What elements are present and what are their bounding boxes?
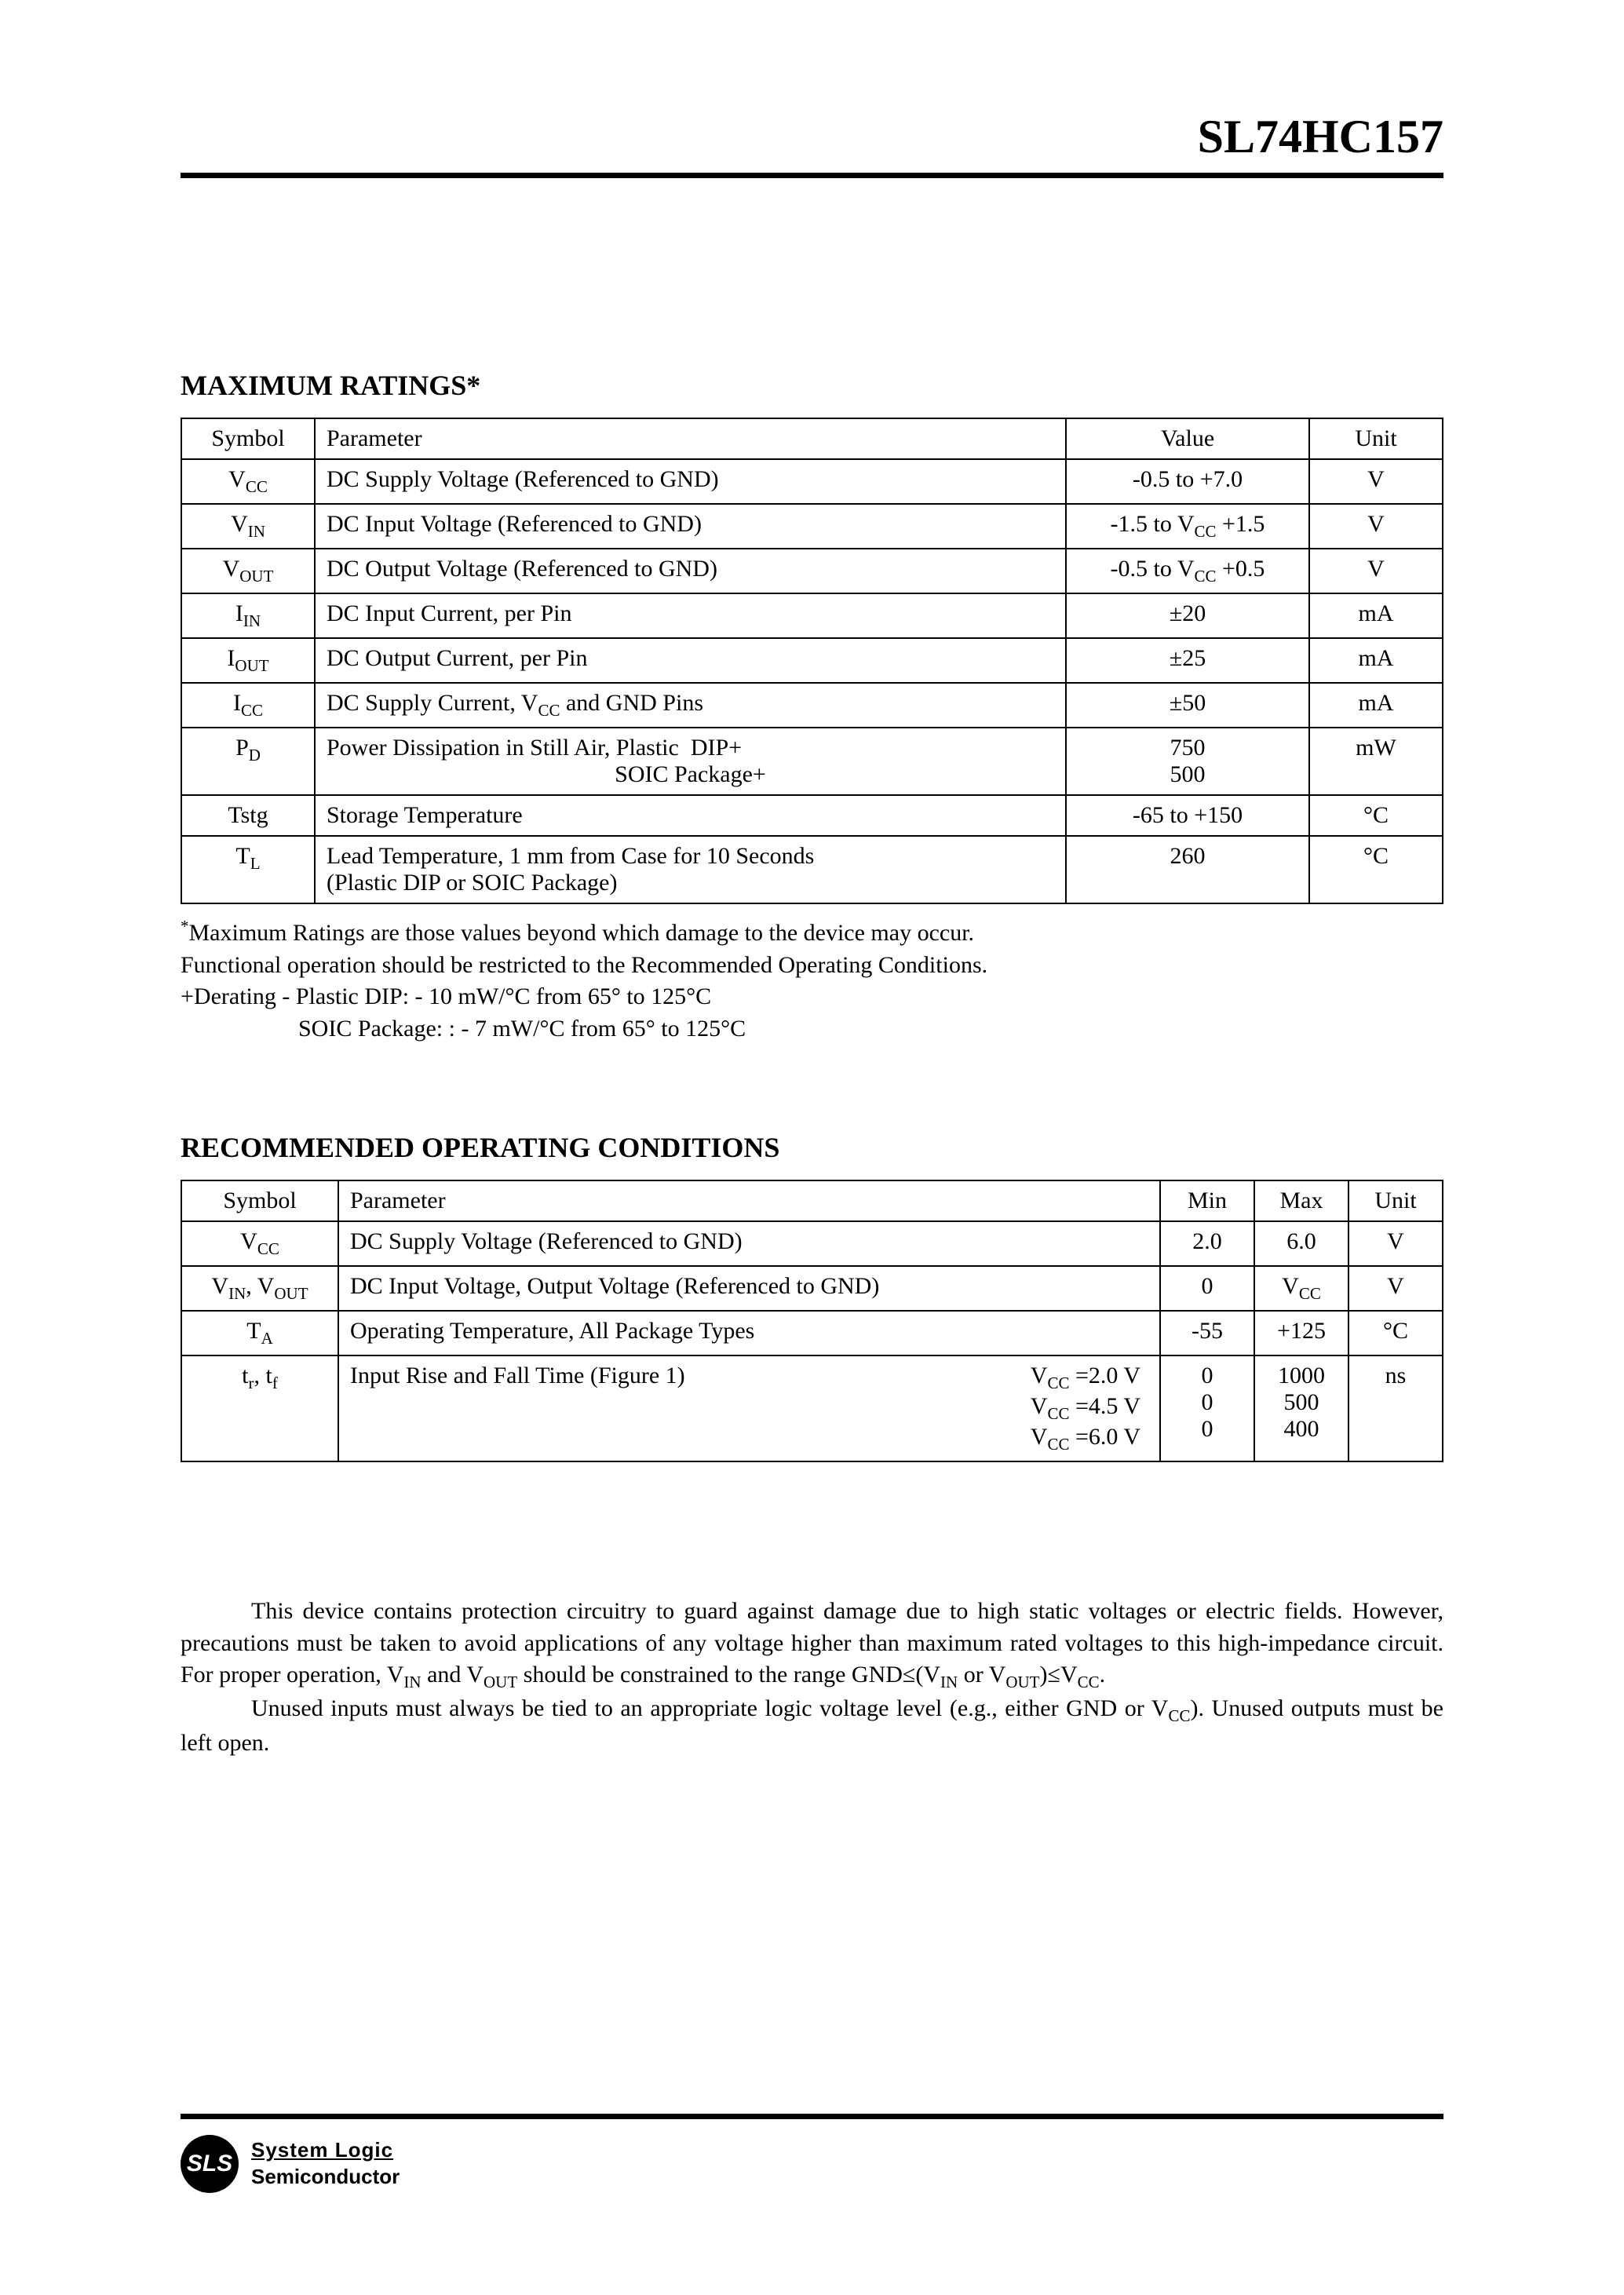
cell-unit: °C (1348, 1311, 1443, 1355)
cell-unit: mA (1309, 683, 1443, 728)
cell-parameter: DC Output Current, per Pin (315, 638, 1066, 683)
cell-parameter: Power Dissipation in Still Air, Plastic … (315, 728, 1066, 795)
cell-max: +125 (1254, 1311, 1348, 1355)
cell-min: -55 (1160, 1311, 1254, 1355)
cell-symbol: TL (181, 836, 315, 903)
cell-parameter: Operating Temperature, All Package Types (338, 1311, 1160, 1355)
cell-symbol: Tstg (181, 795, 315, 836)
cell-parameter: Storage Temperature (315, 795, 1066, 836)
col-parameter: Parameter (315, 418, 1066, 459)
sls-logo-badge: SLS (181, 2135, 239, 2193)
page-header: SL74HC157 (181, 110, 1443, 188)
cell-parameter: DC Supply Voltage (Referenced to GND) (315, 459, 1066, 504)
cell-value: ±50 (1066, 683, 1309, 728)
cell-max: 1000 500 400 (1254, 1355, 1348, 1461)
cell-value: ±25 (1066, 638, 1309, 683)
cell-symbol: tr, tf (181, 1355, 338, 1461)
cell-unit: mA (1309, 593, 1443, 638)
cell-symbol: VOUT (181, 549, 315, 593)
footer-text: System Logic Semiconductor (251, 2137, 400, 2191)
section2-title: RECOMMENDED OPERATING CONDITIONS (181, 1131, 1443, 1164)
cell-symbol: VCC (181, 1221, 338, 1266)
cell-parameter: Lead Temperature, 1 mm from Case for 10 … (315, 836, 1066, 903)
cell-value: -65 to +150 (1066, 795, 1309, 836)
cell-symbol: ICC (181, 683, 315, 728)
table-row: TstgStorage Temperature-65 to +150°C (181, 795, 1443, 836)
cell-symbol: PD (181, 728, 315, 795)
col-max: Max (1254, 1180, 1348, 1221)
cell-parameter: DC Input Voltage, Output Voltage (Refere… (338, 1266, 1160, 1311)
cell-unit: °C (1309, 795, 1443, 836)
table-header-row: Symbol Parameter Min Max Unit (181, 1180, 1443, 1221)
cell-max: VCC (1254, 1266, 1348, 1311)
table2-body: VCCDC Supply Voltage (Referenced to GND)… (181, 1221, 1443, 1461)
cell-unit: V (1309, 459, 1443, 504)
footer-line2: Semiconductor (251, 2164, 400, 2191)
page-footer: SLS System Logic Semiconductor (181, 2114, 1443, 2193)
body-paragraphs: This device contains protection circuitr… (181, 1596, 1443, 1759)
section1-title: MAXIMUM RATINGS* (181, 369, 1443, 402)
cell-parameter: DC Input Current, per Pin (315, 593, 1066, 638)
cell-unit: mA (1309, 638, 1443, 683)
header-rule (181, 173, 1443, 178)
table-row: IOUTDC Output Current, per Pin±25mA (181, 638, 1443, 683)
col-parameter: Parameter (338, 1180, 1160, 1221)
col-symbol: Symbol (181, 418, 315, 459)
cell-unit: V (1309, 504, 1443, 549)
cell-min: 0 (1160, 1266, 1254, 1311)
col-symbol: Symbol (181, 1180, 338, 1221)
cell-unit: V (1348, 1221, 1443, 1266)
cell-symbol: IIN (181, 593, 315, 638)
col-unit: Unit (1348, 1180, 1443, 1221)
cell-value: -0.5 to +7.0 (1066, 459, 1309, 504)
cell-unit: mW (1309, 728, 1443, 795)
cell-parameter: DC Input Voltage (Referenced to GND) (315, 504, 1066, 549)
part-number: SL74HC157 (1198, 110, 1443, 164)
table-row: VIN, VOUTDC Input Voltage, Output Voltag… (181, 1266, 1443, 1311)
table1-body: VCCDC Supply Voltage (Referenced to GND)… (181, 459, 1443, 903)
col-min: Min (1160, 1180, 1254, 1221)
col-value: Value (1066, 418, 1309, 459)
table-row: ICCDC Supply Current, VCC and GND Pins±5… (181, 683, 1443, 728)
cell-unit: °C (1309, 836, 1443, 903)
table-header-row: Symbol Parameter Value Unit (181, 418, 1443, 459)
cell-unit: V (1309, 549, 1443, 593)
recommended-conditions-table: Symbol Parameter Min Max Unit VCCDC Supp… (181, 1180, 1443, 1462)
cell-parameter: DC Supply Current, VCC and GND Pins (315, 683, 1066, 728)
cell-parameter: Input Rise and Fall Time (Figure 1)VCC =… (338, 1355, 1160, 1461)
cell-value: -1.5 to VCC +1.5 (1066, 504, 1309, 549)
maximum-ratings-table: Symbol Parameter Value Unit VCCDC Supply… (181, 418, 1443, 904)
table-row: VCCDC Supply Voltage (Referenced to GND)… (181, 1221, 1443, 1266)
section1-notes: *Maximum Ratings are those values beyond… (181, 915, 1443, 1045)
table-row: VOUTDC Output Voltage (Referenced to GND… (181, 549, 1443, 593)
table-row: tr, tfInput Rise and Fall Time (Figure 1… (181, 1355, 1443, 1461)
table-row: TAOperating Temperature, All Package Typ… (181, 1311, 1443, 1355)
cell-min: 2.0 (1160, 1221, 1254, 1266)
cell-value: ±20 (1066, 593, 1309, 638)
cell-unit: ns (1348, 1355, 1443, 1461)
cell-value: 260 (1066, 836, 1309, 903)
table-row: PDPower Dissipation in Still Air, Plasti… (181, 728, 1443, 795)
cell-symbol: IOUT (181, 638, 315, 683)
cell-value: -0.5 to VCC +0.5 (1066, 549, 1309, 593)
table-row: VCCDC Supply Voltage (Referenced to GND)… (181, 459, 1443, 504)
table-row: VINDC Input Voltage (Referenced to GND)-… (181, 504, 1443, 549)
cell-max: 6.0 (1254, 1221, 1348, 1266)
cell-min: 0 0 0 (1160, 1355, 1254, 1461)
footer-line1: System Logic (251, 2137, 400, 2164)
cell-symbol: VIN, VOUT (181, 1266, 338, 1311)
footer-rule (181, 2114, 1443, 2119)
cell-symbol: VIN (181, 504, 315, 549)
cell-value: 750 500 (1066, 728, 1309, 795)
cell-unit: V (1348, 1266, 1443, 1311)
table-row: IINDC Input Current, per Pin±20mA (181, 593, 1443, 638)
cell-symbol: VCC (181, 459, 315, 504)
table-row: TLLead Temperature, 1 mm from Case for 1… (181, 836, 1443, 903)
cell-parameter: DC Output Voltage (Referenced to GND) (315, 549, 1066, 593)
cell-parameter: DC Supply Voltage (Referenced to GND) (338, 1221, 1160, 1266)
cell-symbol: TA (181, 1311, 338, 1355)
col-unit: Unit (1309, 418, 1443, 459)
